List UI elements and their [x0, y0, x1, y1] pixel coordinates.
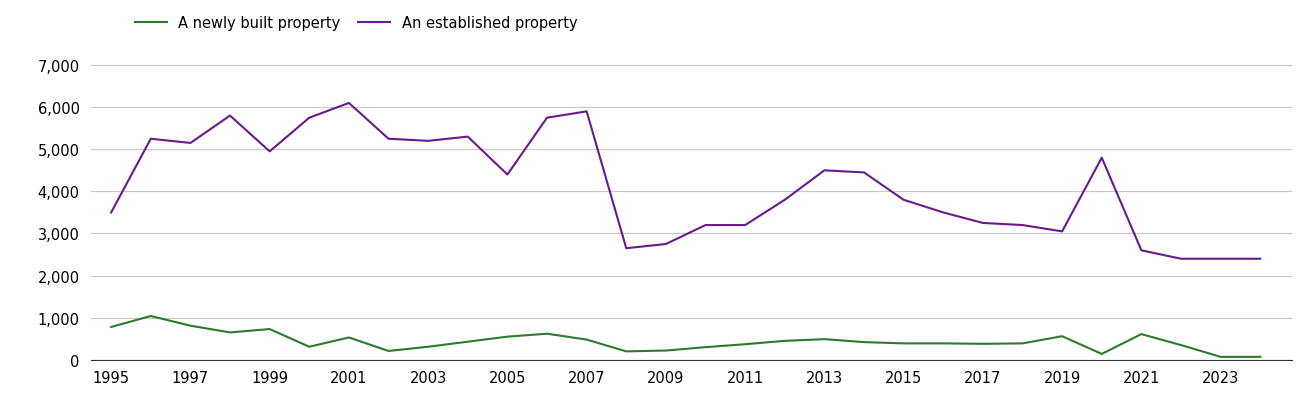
Legend: A newly built property, An established property: A newly built property, An established p… — [134, 16, 578, 31]
A newly built property — [183, 324, 198, 328]
An established property — [341, 101, 356, 106]
A newly built property — [975, 342, 990, 346]
A newly built property — [1094, 352, 1109, 357]
An established property — [381, 137, 397, 142]
A newly built property — [1054, 334, 1070, 339]
An established property — [1015, 223, 1031, 228]
A newly built property — [341, 335, 356, 340]
An established property — [500, 173, 515, 178]
An established property — [817, 169, 833, 173]
A newly built property — [144, 314, 159, 319]
An established property — [420, 139, 436, 144]
A newly built property — [737, 342, 753, 347]
An established property — [1054, 229, 1070, 234]
A newly built property — [619, 349, 634, 354]
An established property — [539, 116, 555, 121]
A newly built property — [103, 325, 119, 330]
A newly built property — [856, 340, 872, 345]
A newly built property — [1134, 332, 1150, 337]
An established property — [144, 137, 159, 142]
Line: An established property: An established property — [111, 104, 1261, 259]
An established property — [856, 171, 872, 175]
An established property — [579, 110, 595, 115]
A newly built property — [500, 335, 515, 339]
A newly built property — [262, 327, 278, 332]
An established property — [459, 135, 475, 140]
An established property — [776, 198, 792, 203]
An established property — [1094, 156, 1109, 161]
An established property — [103, 211, 119, 216]
A newly built property — [539, 331, 555, 336]
A newly built property — [1173, 343, 1189, 348]
An established property — [975, 221, 990, 226]
An established property — [619, 246, 634, 251]
An established property — [936, 211, 951, 216]
An established property — [658, 242, 673, 247]
An established property — [222, 114, 238, 119]
A newly built property — [222, 330, 238, 335]
A newly built property — [1015, 341, 1031, 346]
A newly built property — [301, 344, 317, 349]
A newly built property — [936, 341, 951, 346]
A newly built property — [1253, 355, 1268, 360]
A newly built property — [698, 345, 714, 350]
A newly built property — [1212, 355, 1228, 360]
A newly built property — [658, 348, 673, 353]
An established property — [1212, 257, 1228, 262]
An established property — [895, 198, 911, 203]
A newly built property — [459, 339, 475, 344]
A newly built property — [895, 341, 911, 346]
An established property — [183, 141, 198, 146]
Line: A newly built property: A newly built property — [111, 316, 1261, 357]
An established property — [1173, 257, 1189, 262]
An established property — [1134, 248, 1150, 253]
An established property — [301, 116, 317, 121]
An established property — [698, 223, 714, 228]
An established property — [737, 223, 753, 228]
A newly built property — [817, 337, 833, 342]
A newly built property — [381, 348, 397, 353]
An established property — [1253, 257, 1268, 262]
A newly built property — [420, 344, 436, 349]
A newly built property — [579, 337, 595, 342]
A newly built property — [776, 339, 792, 344]
An established property — [262, 150, 278, 155]
